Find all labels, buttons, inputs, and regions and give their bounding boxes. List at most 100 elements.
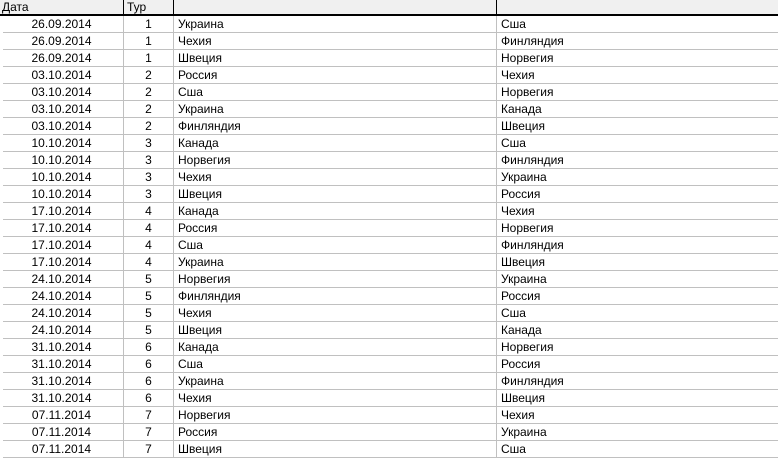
cell-date[interactable]: 31.10.2014 [0,339,124,355]
cell-home-team[interactable]: Россия [174,424,497,440]
table-row[interactable]: 03.10.2014 2 Сша Норвегия [0,84,778,101]
cell-away-team[interactable]: Канада [501,323,542,337]
cell-home-team[interactable]: Канада [174,135,497,151]
table-row[interactable]: 24.10.2014 5 Швеция Канада [0,322,778,339]
table-row[interactable]: 03.10.2014 2 Россия Чехия [0,67,778,84]
cell-home-team[interactable]: Швеция [174,50,497,66]
table-row[interactable]: 17.10.2014 4 Украина Швеция [0,254,778,271]
cell-round[interactable]: 4 [124,203,174,219]
cell-round[interactable]: 6 [124,373,174,389]
cell-away-team[interactable]: Сша [501,442,526,456]
cell-date[interactable]: 03.10.2014 [0,101,124,117]
cell-round[interactable]: 6 [124,356,174,372]
cell-date[interactable]: 10.10.2014 [0,152,124,168]
cell-round[interactable]: 7 [124,441,174,457]
cell-date[interactable]: 10.10.2014 [0,169,124,185]
cell-date[interactable]: 26.09.2014 [0,50,124,66]
cell-home-team[interactable]: Норвегия [174,407,497,423]
cell-home-team[interactable]: Украина [174,254,497,270]
cell-date[interactable]: 07.11.2014 [0,407,124,423]
table-row[interactable]: 24.10.2014 5 Чехия Сша [0,305,778,322]
cell-round[interactable]: 7 [124,424,174,440]
cell-home-team[interactable]: Канада [174,339,497,355]
cell-round[interactable]: 2 [124,118,174,134]
cell-home-team[interactable]: Чехия [174,390,497,406]
table-row[interactable]: 26.09.2014 1 Украина Сша [0,16,778,33]
cell-home-team[interactable]: Норвегия [174,152,497,168]
cell-date[interactable]: 24.10.2014 [0,288,124,304]
cell-away-team[interactable]: Канада [501,102,542,116]
cell-round[interactable]: 3 [124,152,174,168]
table-row[interactable]: 17.10.2014 4 Сша Финляндия [0,237,778,254]
cell-home-team[interactable]: Сша [174,356,497,372]
cell-away-team[interactable]: Россия [501,289,541,303]
table-row[interactable]: 07.11.2014 7 Россия Украина [0,424,778,441]
cell-date[interactable]: 17.10.2014 [0,254,124,270]
cell-round[interactable]: 1 [124,50,174,66]
cell-home-team[interactable]: Чехия [174,169,497,185]
table-row[interactable]: 10.10.2014 3 Чехия Украина [0,169,778,186]
cell-date[interactable]: 24.10.2014 [0,305,124,321]
cell-away-team[interactable]: Сша [501,306,526,320]
cell-away-team[interactable]: Норвегия [501,340,554,354]
cell-round[interactable]: 7 [124,407,174,423]
table-row[interactable]: 26.09.2014 1 Чехия Финляндия [0,33,778,50]
cell-home-team[interactable]: Сша [174,84,497,100]
cell-away-team[interactable]: Украина [501,272,547,286]
cell-date[interactable]: 31.10.2014 [0,390,124,406]
cell-date[interactable]: 17.10.2014 [0,203,124,219]
column-header-date[interactable]: Дата [0,0,124,14]
cell-away-team[interactable]: Финляндия [501,374,564,388]
cell-home-team[interactable]: Швеция [174,322,497,338]
cell-away-team[interactable]: Норвегия [501,51,554,65]
cell-away-team[interactable]: Сша [501,136,526,150]
cell-date[interactable]: 17.10.2014 [0,237,124,253]
cell-date[interactable]: 24.10.2014 [0,322,124,338]
cell-round[interactable]: 5 [124,322,174,338]
cell-home-team[interactable]: Швеция [174,441,497,457]
table-row[interactable]: 03.10.2014 2 Украина Канада [0,101,778,118]
cell-away-team[interactable]: Чехия [501,68,535,82]
cell-date[interactable]: 10.10.2014 [0,135,124,151]
cell-away-team[interactable]: Финляндия [501,34,564,48]
cell-round[interactable]: 2 [124,101,174,117]
table-row[interactable]: 10.10.2014 3 Швеция Россия [0,186,778,203]
cell-date[interactable]: 17.10.2014 [0,220,124,236]
cell-away-team[interactable]: Россия [501,357,541,371]
cell-round[interactable]: 5 [124,305,174,321]
table-row[interactable]: 26.09.2014 1 Швеция Норвегия [0,50,778,67]
cell-date[interactable]: 26.09.2014 [0,33,124,49]
cell-round[interactable]: 3 [124,135,174,151]
column-header-round[interactable]: Тур [124,0,174,14]
cell-round[interactable]: 4 [124,254,174,270]
cell-round[interactable]: 1 [124,33,174,49]
cell-home-team[interactable]: Канада [174,203,497,219]
table-row[interactable]: 24.10.2014 5 Финляндия Россия [0,288,778,305]
cell-home-team[interactable]: Чехия [174,33,497,49]
cell-away-team[interactable]: Чехия [501,204,535,218]
cell-date[interactable]: 03.10.2014 [0,67,124,83]
cell-round[interactable]: 3 [124,186,174,202]
cell-round[interactable]: 4 [124,237,174,253]
cell-away-team[interactable]: Чехия [501,408,535,422]
cell-away-team[interactable]: Финляндия [501,238,564,252]
cell-home-team[interactable]: Чехия [174,305,497,321]
cell-home-team[interactable]: Россия [174,67,497,83]
cell-away-team[interactable]: Норвегия [501,221,554,235]
cell-round[interactable]: 5 [124,271,174,287]
table-row[interactable]: 24.10.2014 5 Норвегия Украина [0,271,778,288]
cell-home-team[interactable]: Украина [174,373,497,389]
cell-home-team[interactable]: Украина [174,16,497,32]
column-header-home-team[interactable] [174,0,497,14]
cell-home-team[interactable]: Норвегия [174,271,497,287]
table-row[interactable]: 10.10.2014 3 Норвегия Финляндия [0,152,778,169]
cell-round[interactable]: 2 [124,67,174,83]
cell-round[interactable]: 5 [124,288,174,304]
cell-date[interactable]: 07.11.2014 [0,441,124,457]
cell-round[interactable]: 4 [124,220,174,236]
cell-round[interactable]: 2 [124,84,174,100]
cell-home-team[interactable]: Финляндия [174,288,497,304]
table-row[interactable]: 07.11.2014 7 Норвегия Чехия [0,407,778,424]
table-row[interactable]: 10.10.2014 3 Канада Сша [0,135,778,152]
cell-away-team[interactable]: Швеция [501,391,545,405]
